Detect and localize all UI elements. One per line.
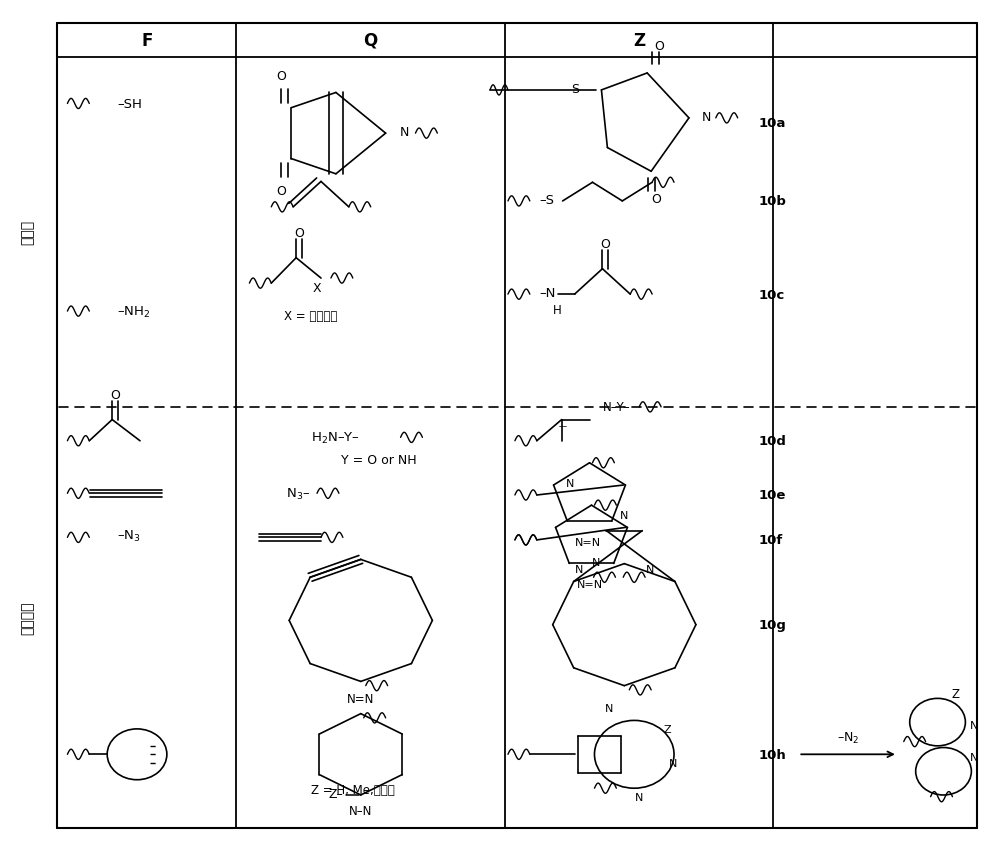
Text: N: N	[970, 720, 979, 730]
Text: –N: –N	[540, 286, 556, 300]
Text: N: N	[646, 564, 654, 574]
Text: Q: Q	[364, 32, 378, 50]
Text: 10f: 10f	[759, 534, 783, 547]
Text: 工程化的: 工程化的	[21, 601, 35, 635]
Text: N=N: N=N	[347, 692, 374, 705]
Text: O: O	[654, 40, 664, 54]
Text: 10g: 10g	[759, 619, 786, 631]
Text: 天然的: 天然的	[21, 220, 35, 245]
Text: 10d: 10d	[759, 435, 786, 448]
Text: O: O	[276, 185, 286, 198]
Text: N: N	[605, 703, 614, 713]
Text: O: O	[276, 70, 286, 83]
Text: Z: Z	[951, 687, 959, 700]
Text: –SH: –SH	[117, 98, 142, 111]
Text: N=N: N=N	[576, 579, 603, 590]
Text: N$_3$–: N$_3$–	[286, 486, 310, 501]
Text: –N$_3$: –N$_3$	[117, 528, 141, 544]
Text: N–Y–: N–Y–	[602, 401, 630, 414]
Text: Z: Z	[663, 724, 671, 734]
Text: N: N	[565, 479, 574, 489]
Text: N: N	[574, 564, 583, 574]
Text: O: O	[294, 227, 304, 239]
Text: 10h: 10h	[759, 748, 786, 761]
Text: N: N	[669, 758, 677, 768]
Text: N: N	[970, 752, 979, 762]
Text: N=N: N=N	[574, 537, 601, 547]
Text: –S: –S	[540, 193, 555, 206]
Text: 10e: 10e	[759, 489, 786, 502]
Text: 10c: 10c	[759, 288, 785, 302]
Text: O: O	[651, 193, 661, 205]
Text: 10a: 10a	[759, 117, 786, 130]
Text: –NH$_2$: –NH$_2$	[117, 304, 150, 320]
Text: Z = H, Me,吡啶基: Z = H, Me,吡啶基	[311, 784, 395, 797]
Text: F: F	[141, 32, 153, 50]
Text: N: N	[635, 792, 643, 802]
Text: O: O	[600, 238, 610, 250]
Text: N: N	[400, 126, 409, 139]
Text: N–N: N–N	[349, 803, 372, 817]
Text: –N$_2$: –N$_2$	[837, 730, 859, 745]
Text: N: N	[591, 557, 600, 567]
Text: Y = O or NH: Y = O or NH	[341, 453, 417, 466]
Text: X = 离去基团: X = 离去基团	[284, 309, 338, 322]
Text: H$_2$N–Y–: H$_2$N–Y–	[311, 430, 360, 446]
Text: Z–: Z–	[328, 787, 343, 800]
Text: 10b: 10b	[759, 195, 786, 208]
Text: H: H	[553, 303, 562, 317]
Text: O: O	[110, 389, 120, 401]
Text: S: S	[572, 83, 580, 95]
Text: N: N	[620, 511, 628, 521]
Text: X: X	[313, 281, 322, 295]
Text: N: N	[702, 111, 711, 124]
Text: Z: Z	[633, 32, 645, 50]
